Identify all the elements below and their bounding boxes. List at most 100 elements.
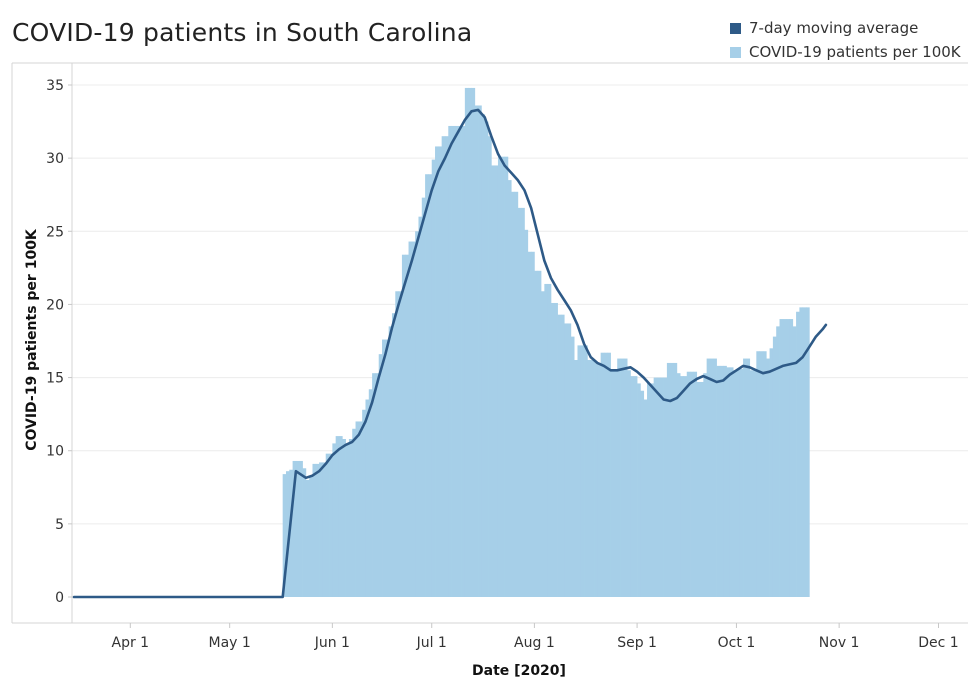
bar-day-141[interactable] [541, 291, 545, 597]
bar-day-183[interactable] [680, 376, 684, 597]
bar-day-200[interactable] [736, 368, 741, 597]
bar-day-152[interactable] [577, 345, 582, 597]
bar-day-146[interactable] [557, 314, 562, 597]
bar-day-149[interactable] [567, 323, 572, 597]
bar-day-214[interactable] [782, 319, 787, 597]
bar-day-89[interactable] [368, 389, 373, 597]
bar-day-197[interactable] [726, 367, 731, 597]
bar-day-185[interactable] [686, 371, 691, 597]
bar-day-91[interactable] [375, 373, 380, 597]
bar-day-109[interactable] [435, 146, 439, 597]
bar-day-101[interactable] [408, 241, 413, 598]
bar-day-217[interactable] [792, 326, 797, 597]
bar-day-95[interactable] [388, 326, 393, 597]
bar-day-130[interactable] [504, 156, 509, 597]
bar-day-144[interactable] [550, 302, 555, 597]
bar-day-106[interactable] [425, 174, 429, 597]
bar-day-81[interactable] [342, 439, 346, 597]
bar-day-151[interactable] [574, 360, 578, 597]
bar-day-129[interactable] [501, 156, 505, 597]
bar-day-220[interactable] [802, 307, 807, 597]
bar-day-97[interactable] [395, 291, 399, 597]
bar-day-66[interactable] [292, 460, 297, 597]
bar-day-124[interactable] [484, 121, 489, 598]
bar-day-105[interactable] [421, 197, 426, 597]
bar-day-169[interactable] [633, 376, 638, 597]
bar-day-117[interactable] [461, 125, 466, 598]
bar-day-123[interactable] [481, 114, 486, 597]
bar-day-168[interactable] [630, 376, 635, 597]
bar-day-174[interactable] [650, 383, 654, 597]
bar-day-162[interactable] [610, 370, 615, 597]
bar-day-134[interactable] [517, 207, 522, 597]
bar-day-78[interactable] [332, 443, 337, 597]
bar-day-140[interactable] [537, 270, 542, 597]
bar-day-108[interactable] [431, 159, 436, 597]
bar-day-155[interactable] [587, 360, 592, 597]
bar-day-219[interactable] [799, 307, 804, 597]
bar-day-70[interactable] [305, 479, 310, 597]
bar-day-171[interactable] [640, 390, 645, 597]
bar-day-221[interactable] [806, 307, 810, 597]
bar-day-93[interactable] [382, 339, 386, 597]
bar-day-75[interactable] [322, 462, 327, 597]
bar-day-193[interactable] [713, 358, 717, 597]
bar-day-170[interactable] [637, 383, 641, 597]
bar-day-198[interactable] [729, 367, 734, 597]
bar-day-182[interactable] [676, 373, 681, 597]
bar-day-218[interactable] [796, 311, 800, 597]
bar-day-172[interactable] [643, 399, 648, 597]
bar-day-188[interactable] [696, 381, 701, 597]
bar-day-79[interactable] [335, 436, 340, 597]
bar-day-142[interactable] [544, 283, 549, 597]
bar-day-131[interactable] [507, 180, 512, 598]
bar-day-107[interactable] [428, 174, 433, 597]
bar-day-92[interactable] [378, 354, 383, 597]
bar-day-64[interactable] [285, 471, 290, 597]
bar-day-147[interactable] [560, 314, 565, 597]
legend-item-patients[interactable]: COVID-19 patients per 100K [730, 40, 961, 64]
bar-day-167[interactable] [627, 370, 631, 597]
bar-day-137[interactable] [527, 251, 532, 597]
bar-day-126[interactable] [491, 165, 496, 597]
bar-day-194[interactable] [716, 365, 721, 597]
bar-day-118[interactable] [464, 87, 469, 597]
bar-day-128[interactable] [497, 156, 502, 597]
bar-day-135[interactable] [521, 207, 525, 597]
bar-day-67[interactable] [295, 460, 300, 597]
bar-day-213[interactable] [779, 319, 784, 597]
bar-day-99[interactable] [401, 254, 406, 598]
bar-day-103[interactable] [415, 231, 419, 598]
bar-day-87[interactable] [362, 409, 366, 597]
bar-day-177[interactable] [660, 377, 664, 597]
bar-day-65[interactable] [289, 469, 293, 597]
bar-day-191[interactable] [706, 358, 711, 597]
bar-day-195[interactable] [719, 365, 724, 597]
legend-item-moving-average[interactable]: 7-day moving average [730, 16, 961, 40]
bar-day-173[interactable] [647, 383, 651, 597]
bar-day-80[interactable] [338, 436, 343, 597]
bar-day-178[interactable] [663, 377, 668, 597]
bar-day-72[interactable] [312, 463, 317, 597]
bar-day-90[interactable] [372, 373, 376, 597]
bar-day-77[interactable] [329, 453, 333, 597]
bar-day-74[interactable] [319, 462, 323, 597]
bar-day-100[interactable] [405, 254, 409, 598]
bar-day-192[interactable] [709, 358, 714, 597]
bar-day-206[interactable] [756, 351, 760, 597]
bar-day-166[interactable] [623, 358, 628, 597]
bar-day-121[interactable] [474, 105, 479, 597]
bar-day-133[interactable] [514, 191, 519, 597]
bar-day-204[interactable] [749, 370, 754, 597]
bar-day-139[interactable] [534, 270, 539, 597]
bar-day-156[interactable] [590, 360, 595, 597]
bar-day-154[interactable] [584, 345, 588, 597]
bar-day-143[interactable] [547, 283, 552, 597]
bar-day-113[interactable] [448, 125, 452, 598]
bar-day-207[interactable] [759, 351, 764, 597]
bar-day-136[interactable] [524, 229, 529, 597]
bar-day-164[interactable] [617, 358, 621, 597]
bar-day-159[interactable] [600, 352, 605, 597]
bar-day-181[interactable] [673, 362, 678, 597]
bar-day-216[interactable] [789, 319, 794, 597]
